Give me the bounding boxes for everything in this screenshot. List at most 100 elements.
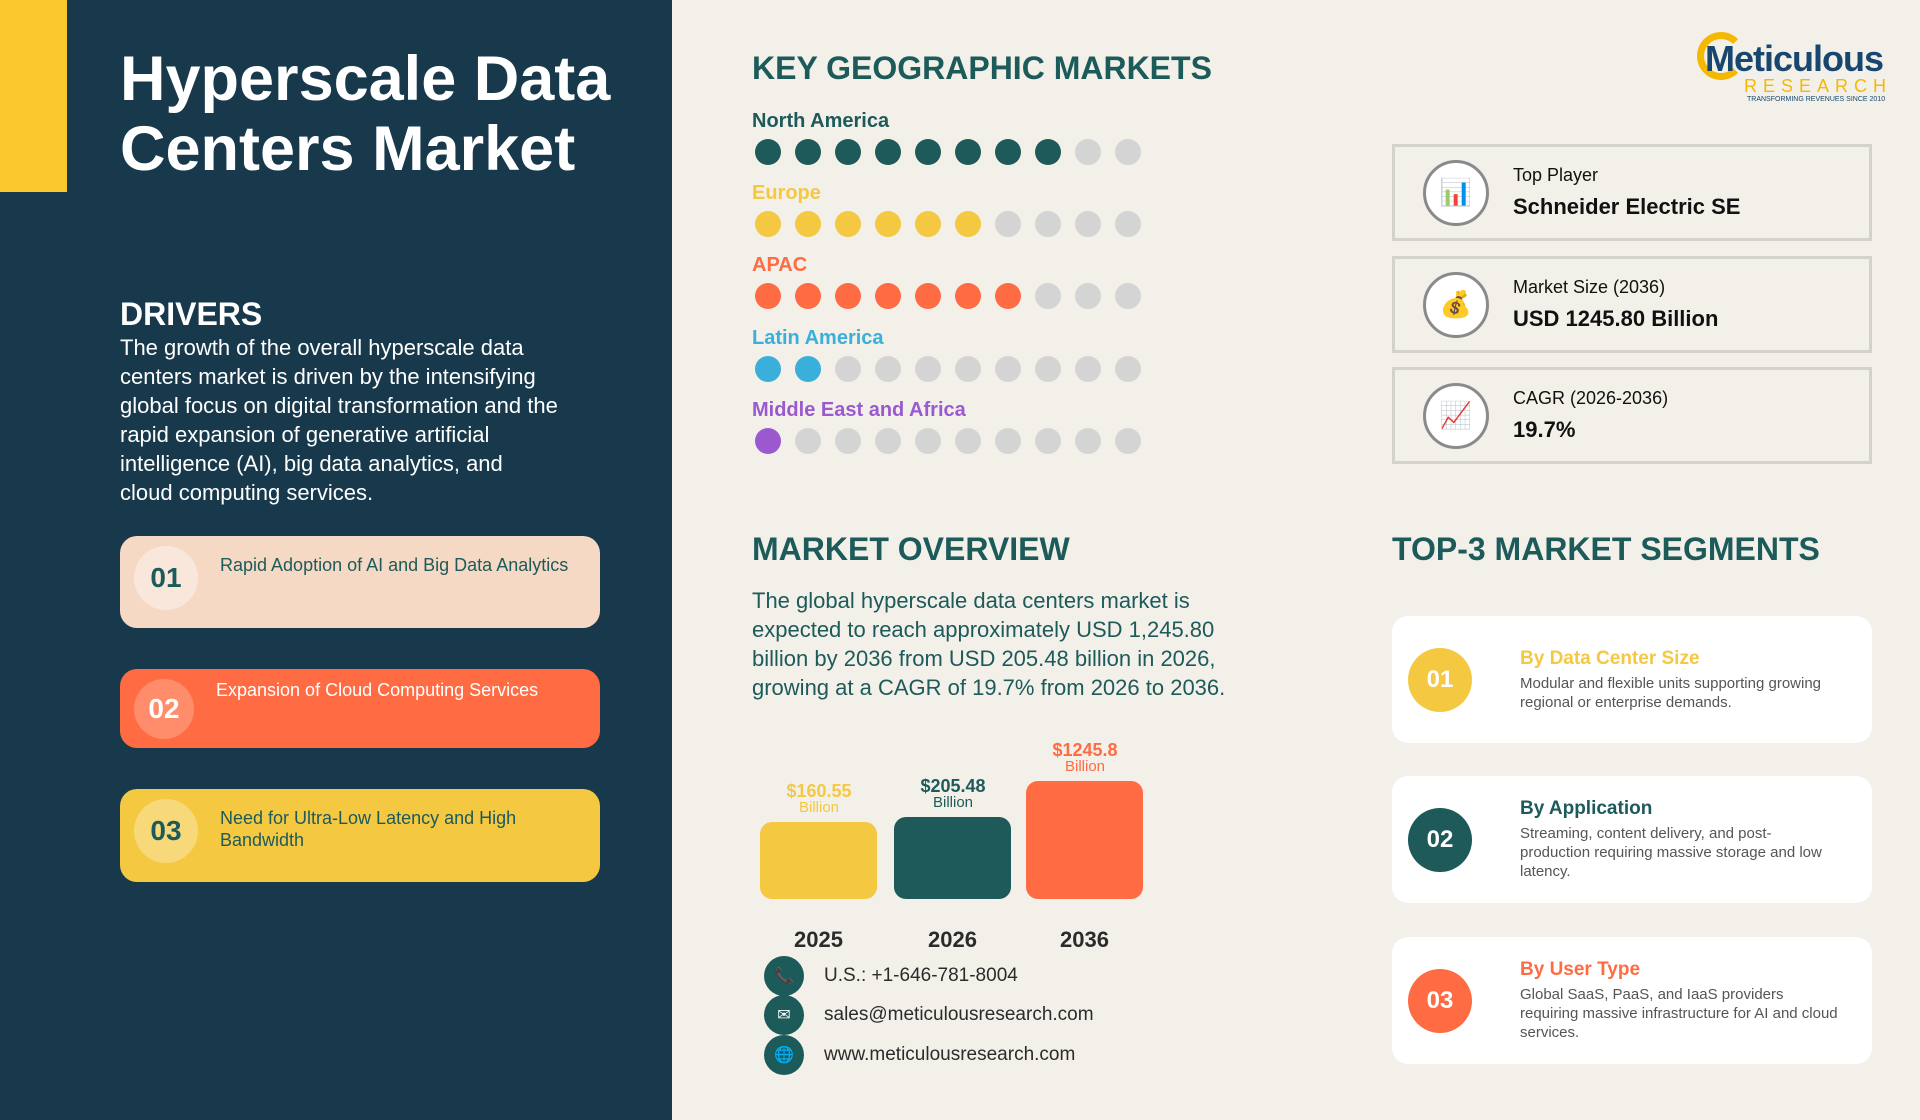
- info-card: 📈 CAGR (2026-2036) 19.7%: [1392, 367, 1872, 464]
- empty-dot: [1115, 211, 1141, 237]
- segment-card: 02 By Application Streaming, content deliv…: [1392, 776, 1872, 903]
- segment-number: 02: [1408, 807, 1472, 872]
- email-text: sales@meticulousresearch.com: [824, 1004, 1094, 1025]
- driver-number: 02: [134, 679, 194, 739]
- filled-dot: [915, 139, 941, 165]
- region-label: Europe: [752, 182, 821, 204]
- bar-category-label: 2025: [794, 927, 843, 952]
- empty-dot: [875, 356, 901, 382]
- segment-card: 03 By User Type Global SaaS, PaaS, and Iaa…: [1392, 937, 1872, 1064]
- magnifier-icon: [1697, 32, 1745, 80]
- driver-number: 01: [134, 546, 198, 610]
- segment-card: 01 By Data Center Size Modular and flexibl…: [1392, 616, 1872, 743]
- driver-label: Expansion of Cloud Computing Services: [216, 680, 539, 700]
- empty-dot: [1035, 283, 1061, 309]
- region-label: Latin America: [752, 327, 884, 349]
- filled-dot: [795, 211, 821, 237]
- filled-dot: [915, 211, 941, 237]
- empty-dot: [795, 428, 821, 454]
- empty-dot: [1035, 428, 1061, 454]
- filled-dot: [795, 356, 821, 382]
- empty-dot: [995, 428, 1021, 454]
- info-value: Schneider Electric SE: [1513, 194, 1741, 219]
- driver-card: 02 Expansion of Cloud Computing Services: [120, 669, 600, 748]
- empty-dot: [1075, 211, 1101, 237]
- empty-dot: [1075, 283, 1101, 309]
- filled-dot: [835, 139, 861, 165]
- empty-dot: [1115, 139, 1141, 165]
- trend-chart-icon: 📈: [1423, 382, 1489, 449]
- empty-dot: [955, 356, 981, 382]
- info-label: Market Size (2036): [1513, 277, 1666, 297]
- empty-dot: [915, 356, 941, 382]
- bar: [894, 817, 1011, 899]
- phone-icon: 📞: [764, 956, 804, 996]
- money-bag-icon: 💰: [1423, 271, 1489, 338]
- drivers-heading: DRIVERS: [120, 296, 263, 332]
- driver-label: Rapid Adoption of AI and Big Data Analyt…: [220, 555, 569, 575]
- driver-card: 01 Rapid Adoption of AI and Big Data Ana…: [120, 536, 600, 628]
- info-label: Top Player: [1513, 165, 1599, 185]
- contact-web[interactable]: 🌐 www.meticulousresearch.com: [764, 1035, 1075, 1075]
- region-dots: [755, 356, 1141, 382]
- filled-dot: [755, 139, 781, 165]
- empty-dot: [915, 428, 941, 454]
- phone-text: U.S.: +1-646-781-8004: [824, 965, 1018, 986]
- empty-dot: [1115, 428, 1141, 454]
- page-title: Hyperscale Data Centers Market: [120, 44, 611, 184]
- globe-icon: 🌐: [764, 1035, 804, 1075]
- empty-dot: [995, 211, 1021, 237]
- empty-dot: [1075, 356, 1101, 382]
- empty-dot: [875, 428, 901, 454]
- segment-title: By User Type: [1520, 959, 1641, 980]
- empty-dot: [1035, 356, 1061, 382]
- empty-dot: [1115, 283, 1141, 309]
- logo-name: Meticulous: [1705, 38, 1884, 79]
- overview-heading: MARKET OVERVIEW: [752, 531, 1070, 567]
- filled-dot: [915, 283, 941, 309]
- info-value: 19.7%: [1513, 417, 1576, 442]
- segment-desc: Streaming, content delivery, and post-pr…: [1520, 825, 1822, 880]
- segment-desc: Global SaaS, PaaS, and IaaS providers re…: [1520, 986, 1838, 1041]
- bar-category-label: 2036: [1060, 927, 1109, 952]
- filled-dot: [1035, 139, 1061, 165]
- segment-number: 03: [1408, 968, 1472, 1033]
- segment-title: By Application: [1520, 798, 1653, 819]
- overview-text: The global hyperscale data centers marke…: [752, 588, 1226, 700]
- contact-phone[interactable]: 📞 U.S.: +1-646-781-8004: [764, 956, 1018, 996]
- bar-category-label: 2026: [928, 927, 977, 952]
- empty-dot: [995, 356, 1021, 382]
- logo: Meticulous RESEARCH TRANSFORMING REVENUE…: [1697, 30, 1887, 114]
- filled-dot: [875, 139, 901, 165]
- filled-dot: [875, 283, 901, 309]
- region-dots: [755, 428, 1141, 454]
- filled-dot: [755, 356, 781, 382]
- filled-dot: [955, 283, 981, 309]
- info-value: USD 1245.80 Billion: [1513, 306, 1719, 331]
- bar-value-label: $160.55 Billion: [786, 781, 852, 816]
- filled-dot: [795, 139, 821, 165]
- empty-dot: [1035, 211, 1061, 237]
- region-dots: [755, 139, 1141, 165]
- region-label: North America: [752, 110, 890, 132]
- contact-email[interactable]: ✉ sales@meticulousresearch.com: [764, 995, 1094, 1035]
- region-dots: [755, 211, 1141, 237]
- segments-heading: TOP-3 MARKET SEGMENTS: [1392, 531, 1820, 567]
- region-label: APAC: [752, 254, 808, 276]
- filled-dot: [835, 211, 861, 237]
- logo-tagline: TRANSFORMING REVENUES SINCE 2010: [1747, 96, 1886, 103]
- bar-value-label: $1245.8 Billion: [1052, 740, 1118, 775]
- filled-dot: [955, 211, 981, 237]
- empty-dot: [955, 428, 981, 454]
- driver-label: Need for Ultra-Low Latency and High Band…: [220, 808, 517, 850]
- filled-dot: [755, 283, 781, 309]
- filled-dot: [795, 283, 821, 309]
- bar: [760, 822, 877, 899]
- empty-dot: [835, 356, 861, 382]
- filled-dot: [755, 211, 781, 237]
- info-card: 📊 Top Player Schneider Electric SE: [1392, 144, 1872, 241]
- segment-number: 01: [1408, 647, 1472, 712]
- empty-dot: [835, 428, 861, 454]
- logo-sub: RESEARCH: [1744, 76, 1893, 96]
- driver-number: 03: [134, 799, 198, 863]
